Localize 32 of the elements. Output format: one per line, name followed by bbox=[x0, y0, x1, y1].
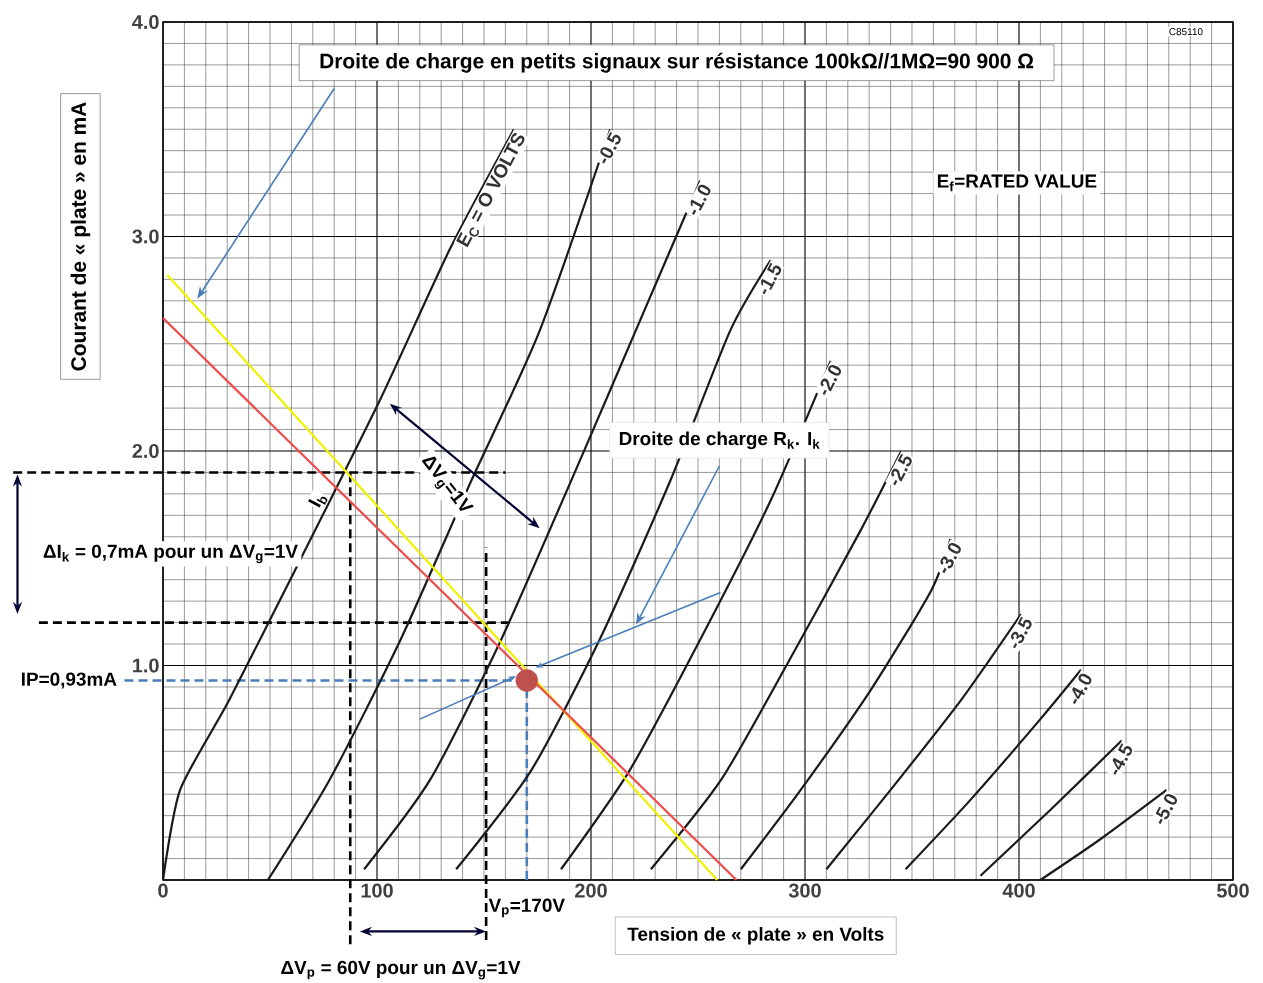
text: -1.5 bbox=[761, 262, 782, 295]
text: -4.0 bbox=[1072, 673, 1092, 705]
annotation: I$_{b}$ bbox=[308, 496, 328, 508]
text: ΔV$_{p}$ = 60V pour un ΔV$_{g}$=1V bbox=[281, 960, 521, 980]
y-tick-label: 3.0 bbox=[132, 229, 159, 244]
text: -4.5 bbox=[1112, 743, 1133, 775]
text: -2.0 bbox=[820, 365, 842, 396]
annotation: ΔI$_{k}$ = 0,7mA pour un ΔV$_{g}$=1V bbox=[43, 544, 298, 564]
y-tick-label: 1.0 bbox=[133, 658, 159, 673]
text: -3.0 bbox=[940, 543, 961, 574]
annotation: V$_{p}$=170V bbox=[488, 898, 565, 918]
annotation: Droite de charge R$_{k}$. I$_{k}$ bbox=[619, 431, 820, 450]
text: -3.5 bbox=[1011, 617, 1032, 649]
annotation: C85110 bbox=[1169, 28, 1203, 36]
x-tick-label: 400 bbox=[1002, 883, 1035, 898]
text: Droite de charge en petits signaux sur résistance 100kΩ//1MΩ=90 900 Ω bbox=[320, 52, 1034, 73]
y-tick-label: 4.0 bbox=[132, 15, 159, 30]
text: -5.0 bbox=[1155, 794, 1178, 825]
x-tick-label: 100 bbox=[361, 883, 393, 898]
x-axis-title: Tension de « plate » en Volts bbox=[627, 927, 884, 945]
text: IP=0,93mA bbox=[21, 672, 117, 689]
x-tick-label: 300 bbox=[788, 883, 821, 898]
text: -0.5 bbox=[600, 132, 621, 164]
y-tick-label: 2.0 bbox=[132, 444, 159, 459]
text: -2.5 bbox=[891, 453, 912, 486]
text: -1.0 bbox=[690, 184, 711, 216]
x-tick-label: 200 bbox=[575, 883, 607, 898]
x-tick-label: 0 bbox=[158, 883, 168, 898]
annotation: E$_{f}$=RATED VALUE bbox=[937, 174, 1097, 192]
x-tick-label: 500 bbox=[1216, 883, 1249, 898]
annotation: ΔV$_{g}$=1V bbox=[421, 456, 474, 512]
y-axis-title: Courant de « plate » en mA bbox=[70, 102, 91, 371]
